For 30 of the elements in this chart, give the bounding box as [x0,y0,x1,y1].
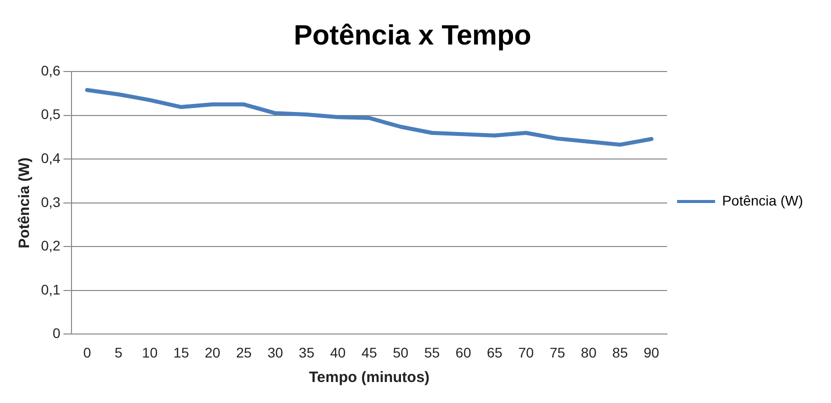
y-tick-label: 0,1 [40,281,61,298]
x-tick-label: 70 [518,344,534,360]
x-tick-label: 5 [114,344,123,360]
x-tick-label: 45 [361,344,378,360]
y-tick-label: 0,4 [40,150,61,166]
x-tick-label: 50 [392,344,409,360]
x-tick-label: 25 [236,344,252,360]
x-tick-label: 20 [204,344,221,360]
x-tick-label: 10 [142,344,158,360]
x-tick-label: 85 [612,344,628,360]
x-tick-label: 30 [267,344,284,360]
y-tick-label: 0,5 [40,106,61,122]
x-tick-label: 60 [456,344,472,360]
chart-title: Potência x Tempo [294,20,532,51]
y-axis-title: Potência (W) [16,157,34,248]
x-tick-label: 75 [550,344,566,360]
x-tick-label: 90 [644,344,660,360]
x-tick-label: 65 [486,344,503,360]
x-tick-label: 55 [424,344,440,360]
x-tick-label: 15 [173,344,190,360]
y-tick-label: 0,2 [40,238,61,254]
y-tick-label: 0,3 [40,194,61,210]
legend-label: Potência (W) [722,192,804,208]
y-tick-label: 0 [52,325,61,342]
x-tick-label: 40 [330,344,346,360]
x-tick-label: 35 [298,344,315,360]
x-axis-title: Tempo (minutos) [309,369,430,386]
x-tick-label: 0 [83,344,92,360]
x-tick-label: 80 [580,344,597,360]
y-tick-label: 0,6 [40,62,61,78]
